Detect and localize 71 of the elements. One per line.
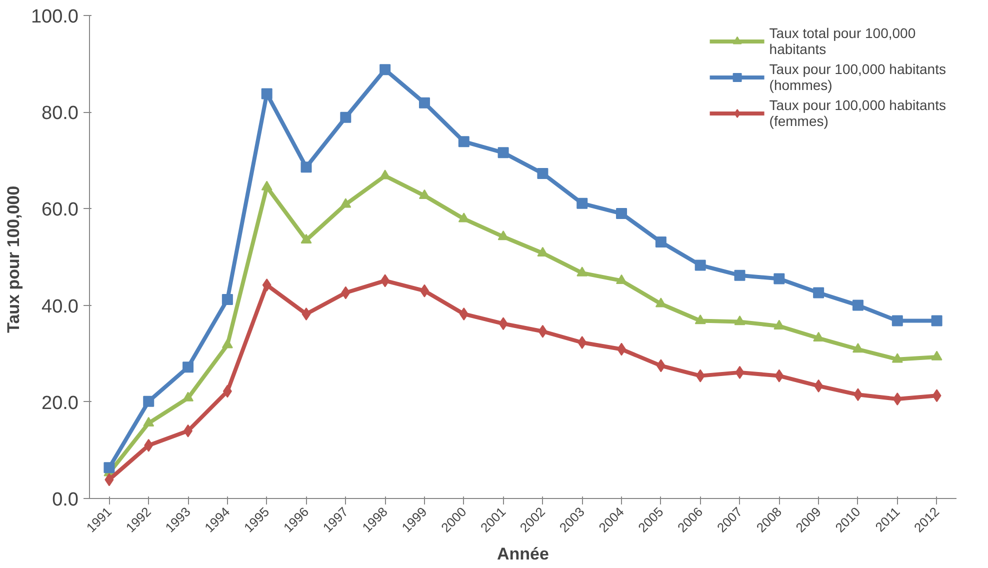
point [932,389,942,402]
point [498,317,508,330]
point [459,307,468,320]
point [104,462,115,474]
y-axis-title: Taux pour 100,000 [4,186,23,333]
point [735,366,744,379]
point [813,287,824,298]
point [656,359,666,372]
point [498,147,509,158]
point [302,307,311,320]
point [578,336,587,349]
point [262,278,272,292]
point [182,362,194,373]
point [458,136,470,148]
point [144,438,154,452]
point [340,112,352,123]
point [814,379,824,392]
point [734,270,746,281]
y-tick-label: 20.0 [42,392,79,414]
point [696,369,705,382]
point [222,384,232,398]
point [300,234,312,244]
point [774,320,785,330]
point [852,342,864,353]
point [892,315,903,326]
point [892,392,902,406]
point [616,208,628,220]
point [694,260,706,271]
y-tick-label: 0.0 [52,490,79,510]
point [774,273,785,284]
point [538,324,548,338]
y-tick-label: 60.0 [42,200,79,221]
point [380,64,391,76]
point [892,353,903,363]
point [261,88,272,100]
point [616,274,628,284]
point [694,314,706,324]
point [184,424,193,438]
point [931,315,942,326]
y-tick-label: 80.0 [42,103,79,124]
legend-label: Taux total pour 100,000 habitants [769,25,916,57]
legend-label: Taux pour 100,000 habitants (femmes) [769,97,946,129]
point [380,274,390,288]
point [418,97,430,108]
point [300,162,312,173]
point [576,198,588,209]
point [143,396,154,407]
point [104,473,114,486]
point [418,189,430,200]
point [420,284,429,298]
point [853,388,862,402]
point [852,300,864,311]
y-tick-label: 40.0 [42,296,79,318]
y-tick-label: 100.0 [30,6,78,28]
point [655,236,666,248]
legend-label: Taux pour 100,000 habitants (hommes) [769,61,946,93]
point [576,266,588,276]
point [143,416,154,427]
point [261,180,272,190]
point [774,369,784,382]
point [537,168,548,179]
point [341,286,350,300]
point [931,350,942,360]
x-axis-title: Année [497,544,549,564]
point [734,315,746,326]
point [182,392,194,402]
point [340,198,352,208]
point [617,342,626,356]
point [222,338,233,348]
point [222,294,233,306]
point [813,332,824,342]
